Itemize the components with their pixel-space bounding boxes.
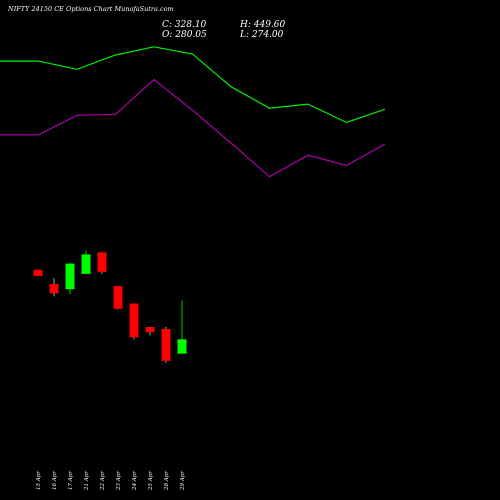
x-tick-label: 29 Apr xyxy=(180,471,186,491)
band-lines xyxy=(0,46,386,178)
candle-body xyxy=(97,252,107,272)
candles xyxy=(33,250,187,363)
x-tick-label: 24 Apr xyxy=(132,471,138,491)
close-value: C: 328.10 xyxy=(162,20,207,30)
x-tick-label: 22 Apr xyxy=(100,471,106,491)
candle-body xyxy=(65,263,75,290)
x-tick-label: 16 Apr xyxy=(52,471,58,490)
chart-title: NIFTY 24150 CE Options Chart MunafaSutra… xyxy=(8,5,174,13)
x-tick-label: 28 Apr xyxy=(164,471,170,491)
x-tick-label: 17 Apr xyxy=(68,471,74,490)
x-tick-label: 15 Apr xyxy=(36,471,42,490)
candle-body xyxy=(177,339,187,354)
high-value: H: 449.60 xyxy=(240,20,286,30)
low-value: L: 274.00 xyxy=(240,30,284,40)
upper-band-line xyxy=(0,46,386,124)
candle-body xyxy=(33,269,43,276)
candle-body xyxy=(161,329,171,361)
candle-body xyxy=(113,286,123,309)
ohlc-close-open: C: 328.10 O: 280.05 xyxy=(162,20,207,40)
x-axis-labels: 15 Apr 16 Apr 17 Apr 21 Apr 22 Apr 23 Apr 24 A… xyxy=(36,471,186,491)
candle-body xyxy=(129,303,139,338)
x-tick-label: 23 Apr xyxy=(116,471,122,491)
open-value: O: 280.05 xyxy=(162,30,207,40)
x-tick-label: 25 Apr xyxy=(148,471,154,491)
x-tick-label: 21 Apr xyxy=(84,471,90,491)
candle-body xyxy=(145,327,155,333)
candle-body xyxy=(81,254,91,274)
lower-band-line xyxy=(0,78,386,178)
candle-body xyxy=(49,284,59,294)
ohlc-high-low: H: 449.60 L: 274.00 xyxy=(240,20,285,40)
